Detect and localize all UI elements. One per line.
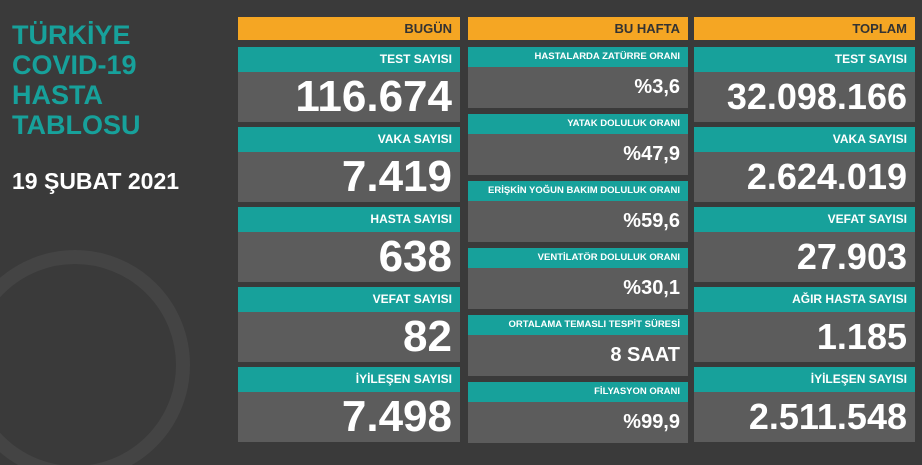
item-label: VEFAT SAYISI xyxy=(238,287,460,312)
item-label: FİLYASYON ORANI xyxy=(468,382,688,402)
title-line: COVID-19 xyxy=(12,50,137,80)
item-value: %99,9 xyxy=(468,402,688,443)
item-value: 27.903 xyxy=(694,232,915,282)
column-header: TOPLAM xyxy=(694,17,915,40)
item-value: 116.674 xyxy=(238,72,460,122)
item-label: HASTA SAYISI xyxy=(238,207,460,232)
item-label: İYİLEŞEN SAYISI xyxy=(694,367,915,392)
item-label: TEST SAYISI xyxy=(238,47,460,72)
item-label: HASTALARDA ZATÜRRE ORANI xyxy=(468,47,688,67)
item-value: 2.511.548 xyxy=(694,392,915,442)
item-value: %30,1 xyxy=(468,268,688,309)
title-line: TABLOSU xyxy=(12,110,141,140)
emblem xyxy=(0,250,190,465)
item-label: ORTALAMA TEMASLI TESPİT SÜRESİ xyxy=(468,315,688,335)
item-label: VEFAT SAYISI xyxy=(694,207,915,232)
item-label: ERİŞKİN YOĞUN BAKIM DOLULUK ORANI xyxy=(468,181,688,201)
item-value: 2.624.019 xyxy=(694,152,915,202)
column-header: BU HAFTA xyxy=(468,17,688,40)
item-value: %59,6 xyxy=(468,201,688,242)
item-label: VAKA SAYISI xyxy=(694,127,915,152)
item-label: VAKA SAYISI xyxy=(238,127,460,152)
item-label: YATAK DOLULUK ORANI xyxy=(468,114,688,134)
date: 19 ŞUBAT 2021 xyxy=(12,168,180,194)
item-value: 32.098.166 xyxy=(694,72,915,122)
title-line: TÜRKİYE xyxy=(12,20,131,50)
item-value: 7.419 xyxy=(238,152,460,202)
item-value: %3,6 xyxy=(468,67,688,108)
item-value: %47,9 xyxy=(468,134,688,175)
item-label: TEST SAYISI xyxy=(694,47,915,72)
item-value: 638 xyxy=(238,232,460,282)
column-header: BUGÜN xyxy=(238,17,460,40)
item-label: VENTİLATÖR DOLULUK ORANI xyxy=(468,248,688,268)
item-value: 8 SAAT xyxy=(468,335,688,376)
item-label: İYİLEŞEN SAYISI xyxy=(238,367,460,392)
item-value: 82 xyxy=(238,312,460,362)
item-value: 7.498 xyxy=(238,392,460,442)
item-value: 1.185 xyxy=(694,312,915,362)
item-label: AĞIR HASTA SAYISI xyxy=(694,287,915,312)
title-line: HASTA xyxy=(12,80,103,110)
title: TÜRKİYE COVID-19 HASTA TABLOSU xyxy=(12,20,141,140)
